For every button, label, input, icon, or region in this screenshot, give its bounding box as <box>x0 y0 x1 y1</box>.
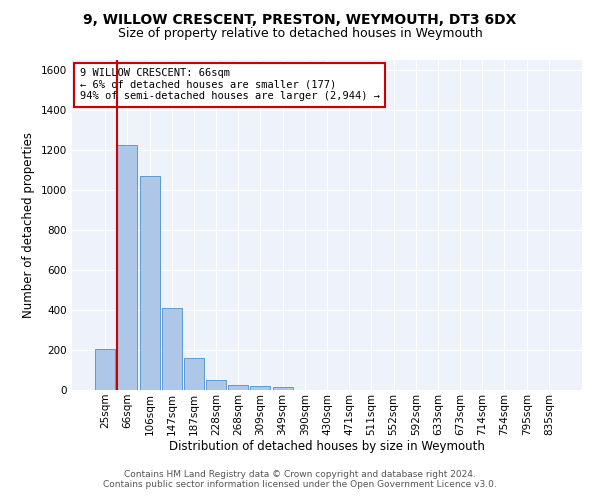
Bar <box>272 388 293 390</box>
Text: Contains HM Land Registry data © Crown copyright and database right 2024.
Contai: Contains HM Land Registry data © Crown c… <box>103 470 497 489</box>
X-axis label: Distribution of detached houses by size in Weymouth: Distribution of detached houses by size … <box>169 440 485 454</box>
Bar <box>140 176 160 390</box>
Bar <box>162 308 182 390</box>
Bar <box>95 349 115 390</box>
Text: Size of property relative to detached houses in Weymouth: Size of property relative to detached ho… <box>118 28 482 40</box>
Y-axis label: Number of detached properties: Number of detached properties <box>22 132 35 318</box>
Bar <box>228 384 248 390</box>
Bar <box>250 386 271 390</box>
Bar <box>118 145 137 390</box>
Text: 9 WILLOW CRESCENT: 66sqm
← 6% of detached houses are smaller (177)
94% of semi-d: 9 WILLOW CRESCENT: 66sqm ← 6% of detache… <box>80 68 380 102</box>
Text: 9, WILLOW CRESCENT, PRESTON, WEYMOUTH, DT3 6DX: 9, WILLOW CRESCENT, PRESTON, WEYMOUTH, D… <box>83 12 517 26</box>
Bar <box>184 358 204 390</box>
Bar <box>206 380 226 390</box>
